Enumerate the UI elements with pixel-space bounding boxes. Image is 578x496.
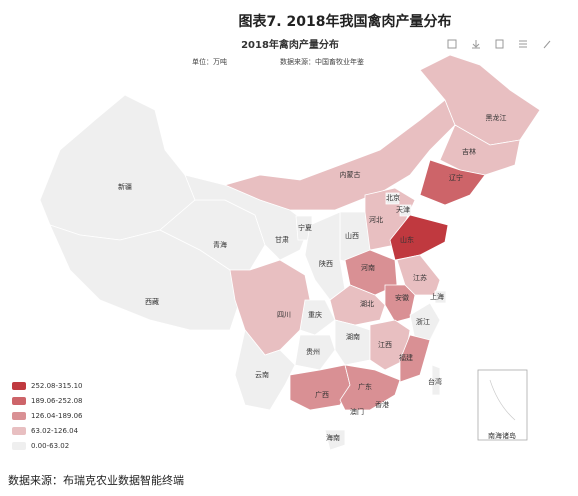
legend-label: 126.04-189.06 <box>31 412 83 420</box>
province <box>39 94 196 241</box>
province <box>439 124 521 176</box>
province <box>299 299 336 336</box>
province-label: 湖南 <box>346 332 360 341</box>
province <box>431 364 441 396</box>
province-label: 天津 <box>396 206 410 214</box>
province <box>419 159 486 206</box>
toolbar[interactable] <box>447 39 551 49</box>
footer-source: 数据来源：布瑞克农业数据智能终端 <box>8 473 184 487</box>
province-label: 北京 <box>386 193 400 202</box>
legend-label: 252.08-315.10 <box>31 382 83 390</box>
province-label: 重庆 <box>308 310 322 319</box>
legend-label: 189.06-252.08 <box>31 397 83 405</box>
legend-swatch <box>12 427 26 435</box>
legend-label: 0.00-63.02 <box>31 442 69 450</box>
tool-icon[interactable] <box>519 40 527 48</box>
province <box>294 334 336 371</box>
place-label: 南海诸岛 <box>488 431 516 440</box>
province-label: 山东 <box>400 235 414 244</box>
province <box>434 290 447 304</box>
province-label: 山西 <box>345 231 359 240</box>
legend-swatch <box>12 442 26 450</box>
legend-label: 63.02-126.04 <box>31 427 79 435</box>
province-label: 宁夏 <box>298 223 312 232</box>
tool-icon[interactable] <box>495 39 504 49</box>
province <box>324 429 346 451</box>
province-label: 内蒙古 <box>340 170 361 179</box>
province-label: 陕西 <box>319 259 333 268</box>
province-label: 海南 <box>326 433 340 442</box>
place-label: 香港 <box>375 400 389 409</box>
legend-swatch <box>12 412 26 420</box>
province-label: 江西 <box>378 341 392 349</box>
province-label: 安徽 <box>395 293 409 302</box>
province <box>339 364 401 411</box>
province-label: 广东 <box>358 382 372 391</box>
province-label: 河北 <box>369 216 383 224</box>
place-label: 澳门 <box>350 407 364 416</box>
map-title: 2018年禽肉产量分布 <box>241 38 339 51</box>
province <box>419 54 541 146</box>
province-label: 贵州 <box>306 347 320 356</box>
province-label: 广西 <box>315 390 329 399</box>
province <box>234 329 296 411</box>
province <box>229 259 311 356</box>
map-source: 数据来源：中国畜牧业年鉴 <box>280 57 364 66</box>
province <box>334 319 371 366</box>
page-title: 图表7. 2018年我国禽肉产量分布 <box>239 13 452 30</box>
province-label: 甘肃 <box>275 235 289 244</box>
unit: 单位：万吨 <box>192 57 227 66</box>
inset-line <box>489 379 516 421</box>
province-label: 湖北 <box>360 299 374 308</box>
province-label: 西藏 <box>145 297 159 306</box>
province <box>289 364 351 411</box>
province-label: 辽宁 <box>449 173 463 182</box>
tool-icon[interactable] <box>447 39 457 49</box>
province <box>385 192 400 205</box>
province-label: 黑龙江 <box>486 113 507 122</box>
province <box>399 334 431 383</box>
province-label: 四川 <box>277 311 291 319</box>
tool-icon[interactable] <box>472 40 480 49</box>
legend-swatch <box>12 382 26 390</box>
province-label: 浙江 <box>416 317 430 326</box>
province-label: 福建 <box>399 353 413 362</box>
province-label: 新疆 <box>118 182 132 191</box>
inset-frame <box>477 369 528 441</box>
province-label: 云南 <box>255 370 269 379</box>
province <box>223 99 456 211</box>
province-label: 台湾 <box>428 377 442 386</box>
province-label: 青海 <box>213 240 227 249</box>
legend-swatch <box>12 397 26 405</box>
legend: 252.08-315.10 189.06-252.08 126.04-189.06 6… <box>12 382 83 450</box>
tool-icon[interactable] <box>543 40 551 49</box>
province-label: 吉林 <box>462 147 476 156</box>
province-label: 河南 <box>361 263 375 272</box>
province-label: 上海 <box>430 292 444 301</box>
province-label: 江苏 <box>413 273 427 282</box>
